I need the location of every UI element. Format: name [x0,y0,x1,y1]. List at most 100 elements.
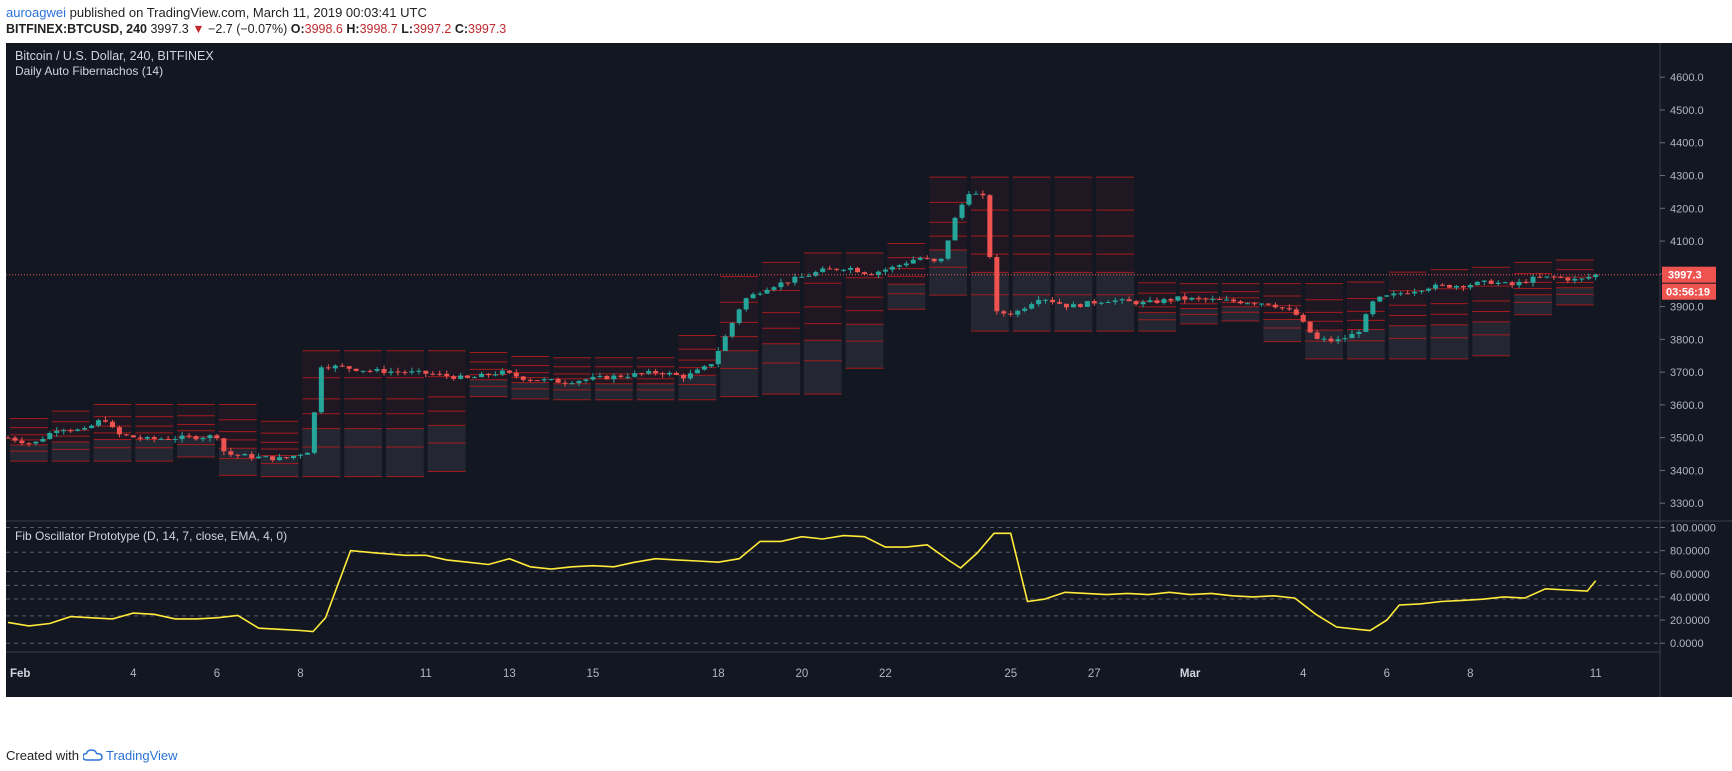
fib-zone-lower [135,439,174,462]
candle-body [834,268,840,270]
fib-zone-lower [93,439,132,462]
candle-body [1412,291,1418,294]
time-tick-label: 6 [214,668,220,680]
candle-body [1043,299,1049,301]
last-price: 3997.3 [150,22,189,36]
candle-body [485,373,491,376]
candle-body [1335,339,1341,342]
candle-body [778,282,784,288]
fib-zone-lower [636,383,675,400]
oscillator-tick-label: 60.0000 [1670,569,1710,581]
candle-body [249,454,255,459]
candle-body [813,272,819,276]
fib-zone-lower [1138,312,1176,332]
fib-zone-lower [1430,324,1469,359]
candle-body [506,370,512,373]
candle-body [179,435,185,440]
time-tick-label: 25 [1004,668,1017,680]
candle-body [1509,282,1515,286]
candle-body [1126,299,1132,302]
candle-body [1245,303,1251,305]
tradingview-brand-link[interactable]: TradingView [106,748,178,763]
fib-zone-lower [1388,325,1427,359]
time-tick-label: 18 [712,668,725,680]
fib-zone-lower [386,428,424,477]
price-change: −2.7 (−0.07%) [208,22,288,36]
candle-body [792,276,798,283]
candle-body [687,373,693,379]
candle-body [1196,297,1202,299]
candle-body [1537,276,1543,278]
candle-body [12,437,18,441]
time-tick-label: 6 [1384,668,1390,680]
fib-zone-lower [1263,319,1302,342]
candle-body [1405,293,1411,295]
countdown-tag [1662,283,1716,300]
high-label: H: [346,22,360,36]
candle-body [1558,276,1564,278]
price-tick-label: 4300.0 [1670,171,1704,183]
candle-body [917,257,923,260]
candle-body [409,371,415,373]
candle-body [1593,274,1599,278]
close-value: 3997.3 [468,22,507,36]
oscillator-tick-label: 100.0000 [1670,522,1716,534]
low-label: L: [401,22,414,36]
candle-body [1001,311,1007,314]
price-axis-background[interactable] [1660,43,1732,697]
candle-body [855,267,861,273]
close-label: C: [454,22,469,36]
time-tick-label: 27 [1088,668,1101,680]
candle-body [19,440,25,444]
fib-zone-lower [553,383,591,400]
candle-body [242,454,248,456]
candle-body [40,439,46,442]
candle-body [799,276,805,278]
candle-body [1091,301,1097,304]
candle-body [228,451,234,455]
candle-body [966,194,972,205]
candle-body [186,435,192,437]
candle-body [604,375,610,380]
time-tick-label: 22 [879,668,892,680]
candle-body [1070,304,1076,308]
candle-body [882,269,888,272]
price-tick-label: 4400.0 [1670,138,1704,150]
candle-body [757,293,763,295]
fib-zone-lower [887,284,926,310]
candle-body [353,368,359,371]
candle-body [235,454,241,456]
author-link[interactable]: auroagwei [6,5,66,20]
candle-body [910,259,916,264]
price-and-oscillator-chart[interactable]: 3300.0 3400.0 3500.0 3600.0 3700.0 3800.0 3900… [0,43,1732,740]
fib-zone-lower [594,383,633,400]
candle-body [646,371,652,374]
candle-body [499,370,505,375]
candle-body [388,371,394,373]
candle-body [771,287,777,290]
candle-body [96,420,102,426]
candle-body [1474,281,1480,285]
price-tick-label: 4100.0 [1670,236,1704,248]
open-value: 3998.6 [304,22,343,36]
candle-body [332,365,338,369]
fib-zone-lower [1221,306,1260,322]
candle-body [1265,303,1271,305]
candle-body [924,257,930,259]
candle-body [458,375,464,379]
candle-body [346,366,352,369]
last-price-tag-label: 3997.3 [1668,270,1702,282]
footer: Created with TradingView [6,746,178,766]
candle-body [827,268,833,270]
candle-body [47,432,53,440]
candle-body [1105,302,1111,304]
candle-body [513,372,519,377]
candle-body [569,383,575,385]
candle-body [611,375,617,380]
time-tick-label: 11 [1590,668,1602,680]
candle-body [492,374,498,376]
published-text: published on TradingView.com, March 11, … [66,5,427,20]
candle-body [1015,310,1021,315]
candle-body [1363,314,1369,332]
created-with-text: Created with [6,748,79,763]
